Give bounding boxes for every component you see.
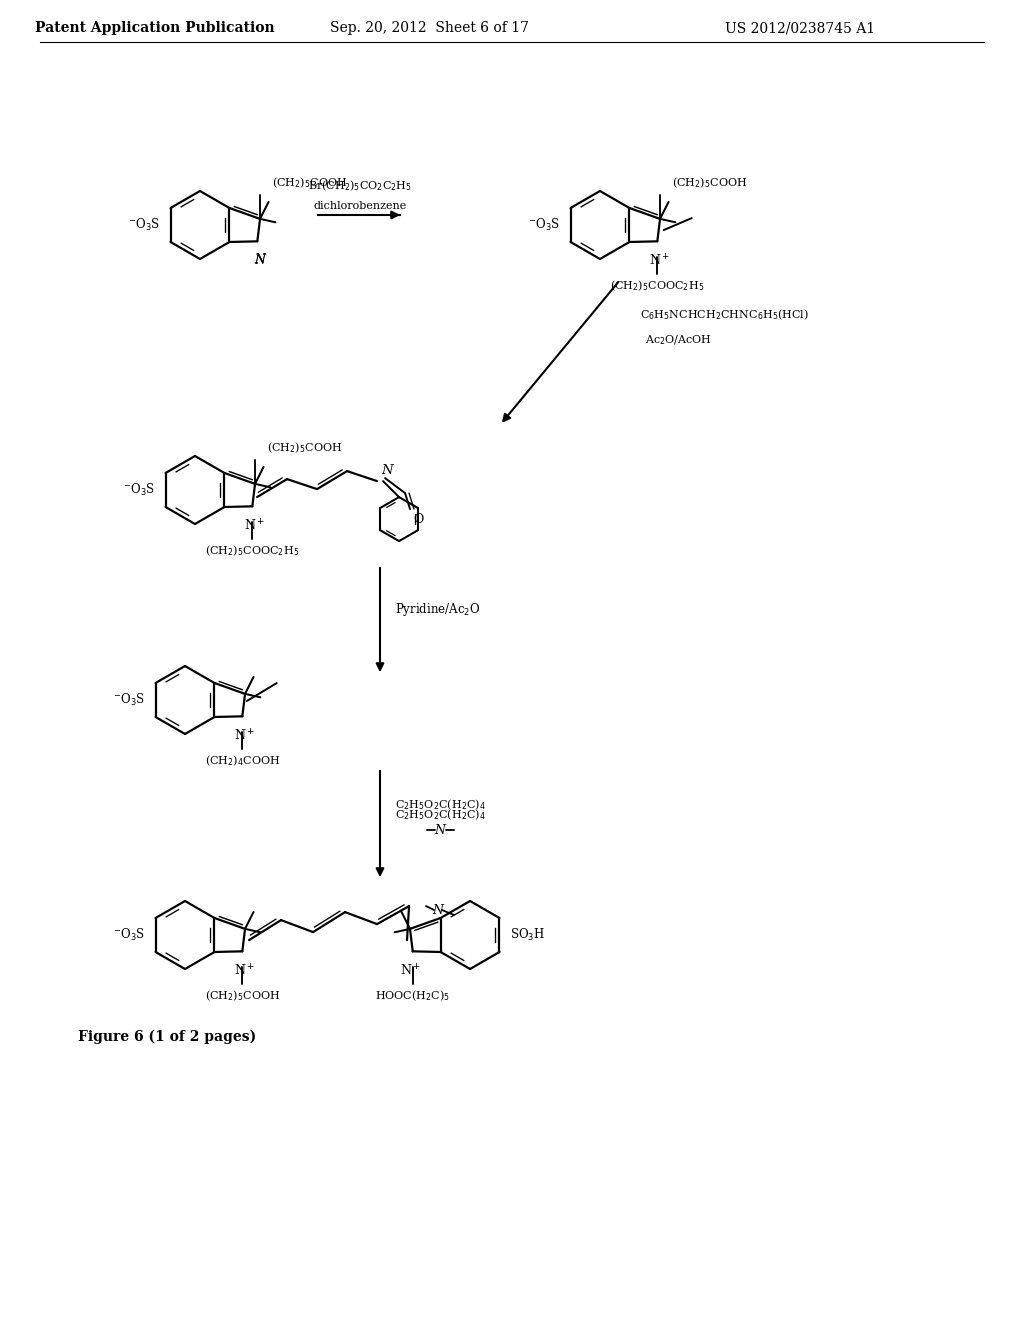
Text: Sep. 20, 2012  Sheet 6 of 17: Sep. 20, 2012 Sheet 6 of 17 xyxy=(331,21,529,36)
Text: US 2012/0238745 A1: US 2012/0238745 A1 xyxy=(725,21,876,36)
Text: (CH$_2$)$_5$COOC$_2$H$_5$: (CH$_2$)$_5$COOC$_2$H$_5$ xyxy=(610,279,705,293)
Text: SO$_3$H: SO$_3$H xyxy=(510,927,545,942)
Text: N$^+$: N$^+$ xyxy=(233,729,255,743)
Text: C$_6$H$_5$NCHCH$_2$CHNC$_6$H$_5$(HCl): C$_6$H$_5$NCHCH$_2$CHNC$_6$H$_5$(HCl) xyxy=(640,308,809,322)
Text: N$^+$: N$^+$ xyxy=(244,519,265,533)
Text: N$^+$: N$^+$ xyxy=(233,964,255,978)
Text: HOOC(H$_2$C)$_5$: HOOC(H$_2$C)$_5$ xyxy=(375,989,451,1003)
Text: Pyridine/Ac$_2$O: Pyridine/Ac$_2$O xyxy=(395,602,480,619)
Text: Patent Application Publication: Patent Application Publication xyxy=(35,21,274,36)
Text: $^{-}$O$_3$S: $^{-}$O$_3$S xyxy=(123,482,155,498)
Text: dichlorobenzene: dichlorobenzene xyxy=(313,201,407,211)
Text: N$^+$: N$^+$ xyxy=(649,253,670,268)
Text: N: N xyxy=(254,253,265,267)
Text: Ac$_2$O/AcOH: Ac$_2$O/AcOH xyxy=(645,333,712,347)
Text: C$_2$H$_5$O$_2$C(H$_2$C)$_4$: C$_2$H$_5$O$_2$C(H$_2$C)$_4$ xyxy=(395,797,485,812)
Text: O: O xyxy=(413,513,423,527)
Text: N: N xyxy=(254,255,265,268)
Text: (CH$_2$)$_5$COOH: (CH$_2$)$_5$COOH xyxy=(267,441,342,455)
Text: N: N xyxy=(432,903,443,916)
Text: $^{-}$O$_3$S: $^{-}$O$_3$S xyxy=(128,216,160,234)
Text: C$_2$H$_5$O$_2$C(H$_2$C)$_4$: C$_2$H$_5$O$_2$C(H$_2$C)$_4$ xyxy=(395,808,485,822)
Text: $^{-}$O$_3$S: $^{-}$O$_3$S xyxy=(113,927,145,942)
Text: (CH$_2$)$_5$COOH: (CH$_2$)$_5$COOH xyxy=(672,176,748,190)
Text: N$^+$: N$^+$ xyxy=(400,964,421,978)
Text: Figure 6 (1 of 2 pages): Figure 6 (1 of 2 pages) xyxy=(78,1030,256,1044)
Text: N: N xyxy=(434,824,445,837)
Text: (CH$_2$)$_5$COOH: (CH$_2$)$_5$COOH xyxy=(272,176,347,190)
Text: $^{-}$O$_3$S: $^{-}$O$_3$S xyxy=(528,216,560,234)
Text: $^{-}$O$_3$S: $^{-}$O$_3$S xyxy=(113,692,145,708)
Text: (CH$_2$)$_5$COOC$_2$H$_5$: (CH$_2$)$_5$COOC$_2$H$_5$ xyxy=(205,544,299,558)
Text: (CH$_2$)$_4$COOH: (CH$_2$)$_4$COOH xyxy=(205,754,280,768)
Text: (CH$_2$)$_5$COOH: (CH$_2$)$_5$COOH xyxy=(205,989,280,1003)
Text: N: N xyxy=(381,465,392,477)
Text: Br(CH$_2$)$_5$CO$_2$C$_2$H$_5$: Br(CH$_2$)$_5$CO$_2$C$_2$H$_5$ xyxy=(308,178,412,193)
